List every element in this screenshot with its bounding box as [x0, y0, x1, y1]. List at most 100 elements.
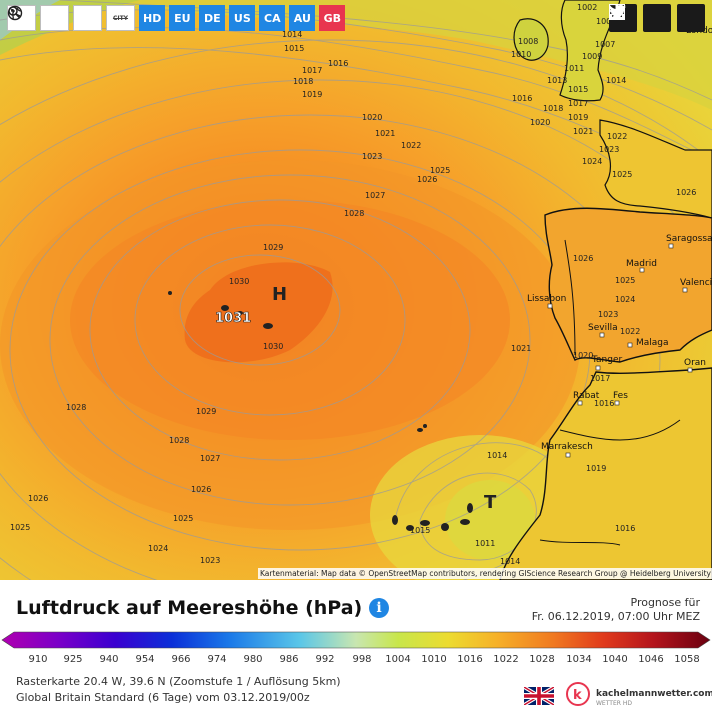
scale-tick: 954	[135, 654, 155, 665]
region-button-au[interactable]: AU	[289, 5, 316, 31]
scale-tick: 1034	[566, 654, 592, 665]
scale-tick: 940	[99, 654, 119, 665]
info-icon: i	[376, 600, 382, 616]
city-toggle-button[interactable]: CITY	[106, 5, 135, 31]
globe-button[interactable]	[7, 5, 69, 31]
low-core	[445, 480, 535, 560]
kachelmann-logo-icon[interactable]: k	[566, 682, 590, 706]
map-title: Luftdruck auf Meereshöhe (hPa)	[16, 597, 363, 619]
region-button-us[interactable]: US	[229, 5, 256, 31]
scale-tick: 925	[63, 654, 83, 665]
isobar-label: 1029	[196, 407, 216, 416]
scale-tick: 1028	[529, 654, 555, 665]
isobar-label: 1026	[573, 254, 593, 263]
islands	[168, 291, 473, 531]
isobar-label: 1026	[191, 485, 211, 494]
scale-tick: 1016	[457, 654, 483, 665]
high-pressure-value: 1031	[215, 311, 251, 326]
isobar-label: 1023	[599, 145, 619, 154]
isobar-label: 1030	[229, 277, 249, 286]
map-attribution[interactable]: Kartenmaterial: Map data © OpenStreetMap…	[258, 568, 712, 579]
isobar-label: 1025	[173, 514, 193, 523]
isobar-label: 1028	[66, 403, 86, 412]
isobar-label: 1009	[582, 52, 602, 61]
uk-flag-icon[interactable]	[524, 687, 554, 705]
brand-name[interactable]: kachelmannwetter.com	[596, 689, 712, 699]
france-landmass	[599, 119, 712, 219]
city-label-marrakesch: Marrakesch	[541, 442, 593, 452]
isobar-label: 1029	[263, 243, 283, 252]
scale-tick: 910	[28, 654, 48, 665]
scale-tick: 1004	[385, 654, 411, 665]
scale-tick: 1022	[493, 654, 519, 665]
isobar-label: 1026	[676, 188, 696, 197]
low-pressure-value: 1015	[410, 526, 430, 535]
svg-text:k: k	[573, 688, 582, 703]
download-icon	[610, 5, 624, 19]
isobar-label: 1024	[615, 295, 635, 304]
isobar-label: 1026	[417, 175, 437, 184]
isobar-label: 1014	[606, 76, 626, 85]
brand-subtitle: WETTER HD	[596, 700, 632, 707]
map-toolbar: CITY HD EU DE US CA AU GB	[7, 5, 346, 31]
isobar-label: 1014	[487, 451, 507, 460]
city-label-fes: Fes	[613, 391, 628, 401]
region-button-eu[interactable]: EU	[169, 5, 196, 31]
region-button-hd[interactable]: HD	[139, 5, 166, 31]
isobar-label: 1024	[582, 157, 602, 166]
isobar-label: 1017	[590, 374, 610, 383]
isobar-label: 1011	[564, 64, 584, 73]
region-button-gb[interactable]: GB	[319, 5, 346, 31]
isobar-label: 1019	[302, 90, 322, 99]
pressure-map[interactable]: H 1031 T 1015 1002 1006 1008 1010 1007 1…	[0, 0, 712, 580]
isobar-label: 1023	[200, 556, 220, 565]
facebook-icon	[609, 4, 625, 20]
isobar-label: 1010	[511, 50, 531, 59]
map-canvas: H 1031 T 1015 1002 1006 1008 1010 1007 1…	[0, 0, 712, 580]
social-buttons	[609, 4, 705, 32]
scale-tick: 1058	[674, 654, 700, 665]
isobar-label: 1002	[577, 3, 597, 12]
isobar-label: 1027	[365, 191, 385, 200]
color-scale-bar	[1, 631, 711, 649]
isobar-band-1030	[184, 262, 333, 363]
scale-tick: 966	[171, 654, 191, 665]
color-scale-ticks: 910 925 940 954 966 974 980 986 992 998 …	[0, 654, 712, 668]
isobar-label: 1021	[573, 127, 593, 136]
scale-tick: 974	[207, 654, 227, 665]
download-button[interactable]	[610, 4, 705, 32]
zoom-button[interactable]	[8, 5, 102, 31]
zoom-in-icon	[8, 6, 21, 19]
isobar-label: 1022	[401, 141, 421, 150]
info-button[interactable]: i	[369, 598, 389, 618]
scale-tick: 992	[315, 654, 335, 665]
city-label-rabat: Rabat	[573, 391, 600, 401]
isobar-label: 1006	[596, 17, 616, 26]
isobar-label: 1022	[620, 327, 640, 336]
region-button-ca[interactable]: CA	[259, 5, 286, 31]
isobar-label: 1021	[375, 129, 395, 138]
isobar-label: 1026	[28, 494, 48, 503]
city-label-lissabon: Lissabon	[527, 294, 566, 304]
scale-tick: 1046	[638, 654, 664, 665]
isobar-label: 1025	[10, 523, 30, 532]
isobar-label: 1021	[511, 344, 531, 353]
forecast-time: Fr. 06.12.2019, 07:00 Uhr MEZ	[531, 610, 700, 623]
isobar-label: 1025	[430, 166, 450, 175]
country-borders	[539, 239, 681, 546]
region-button-de[interactable]: DE	[199, 5, 226, 31]
forecast-label: Prognose für	[630, 596, 701, 609]
isobar-label: 1020	[362, 113, 382, 122]
africa-landmass	[499, 367, 712, 580]
isobar-label: 1025	[612, 170, 632, 179]
ireland-landmass	[513, 18, 549, 61]
high-pressure-marker: H	[272, 284, 287, 305]
facebook-button[interactable]	[609, 4, 671, 32]
isobar-label: 1030	[263, 342, 283, 351]
isobar-label: 1018	[293, 77, 313, 86]
model-info: Global Britain Standard (6 Tage) vom 03.…	[16, 691, 310, 704]
isobar-label: 1027	[200, 454, 220, 463]
scale-tick: 1040	[602, 654, 628, 665]
city-label-malaga: Malaga	[636, 338, 669, 348]
scale-tick: 980	[243, 654, 263, 665]
